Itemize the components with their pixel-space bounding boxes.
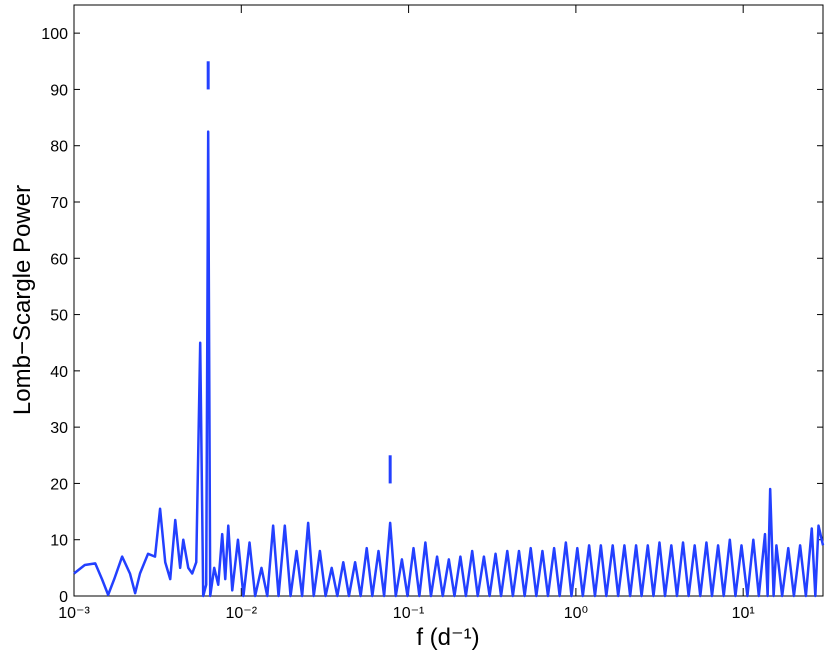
x-tick-label: 10⁻² xyxy=(226,605,258,622)
x-axis-label: f (d⁻¹) xyxy=(416,624,479,651)
y-tick-label: 90 xyxy=(50,82,68,99)
x-tick-label: 10⁻³ xyxy=(58,605,90,622)
y-tick-label: 40 xyxy=(50,364,68,381)
y-tick-label: 70 xyxy=(50,195,68,212)
y-tick-label: 100 xyxy=(41,26,68,43)
x-tick-label: 10⁰ xyxy=(564,605,588,622)
y-axis-label: Lomb−Scargle Power xyxy=(9,185,36,415)
y-tick-label: 20 xyxy=(50,476,68,493)
y-tick-label: 50 xyxy=(50,308,68,325)
spectrum-line xyxy=(73,130,825,598)
y-tick-label: 60 xyxy=(50,251,68,268)
x-tick-label: 10⁻¹ xyxy=(393,605,425,622)
plot-frame xyxy=(73,4,824,597)
x-tick-label: 10¹ xyxy=(732,605,755,622)
y-tick-label: 30 xyxy=(50,420,68,437)
y-tick-label: 0 xyxy=(59,589,68,606)
y-tick-label: 10 xyxy=(50,533,68,550)
y-tick-label: 80 xyxy=(50,139,68,156)
